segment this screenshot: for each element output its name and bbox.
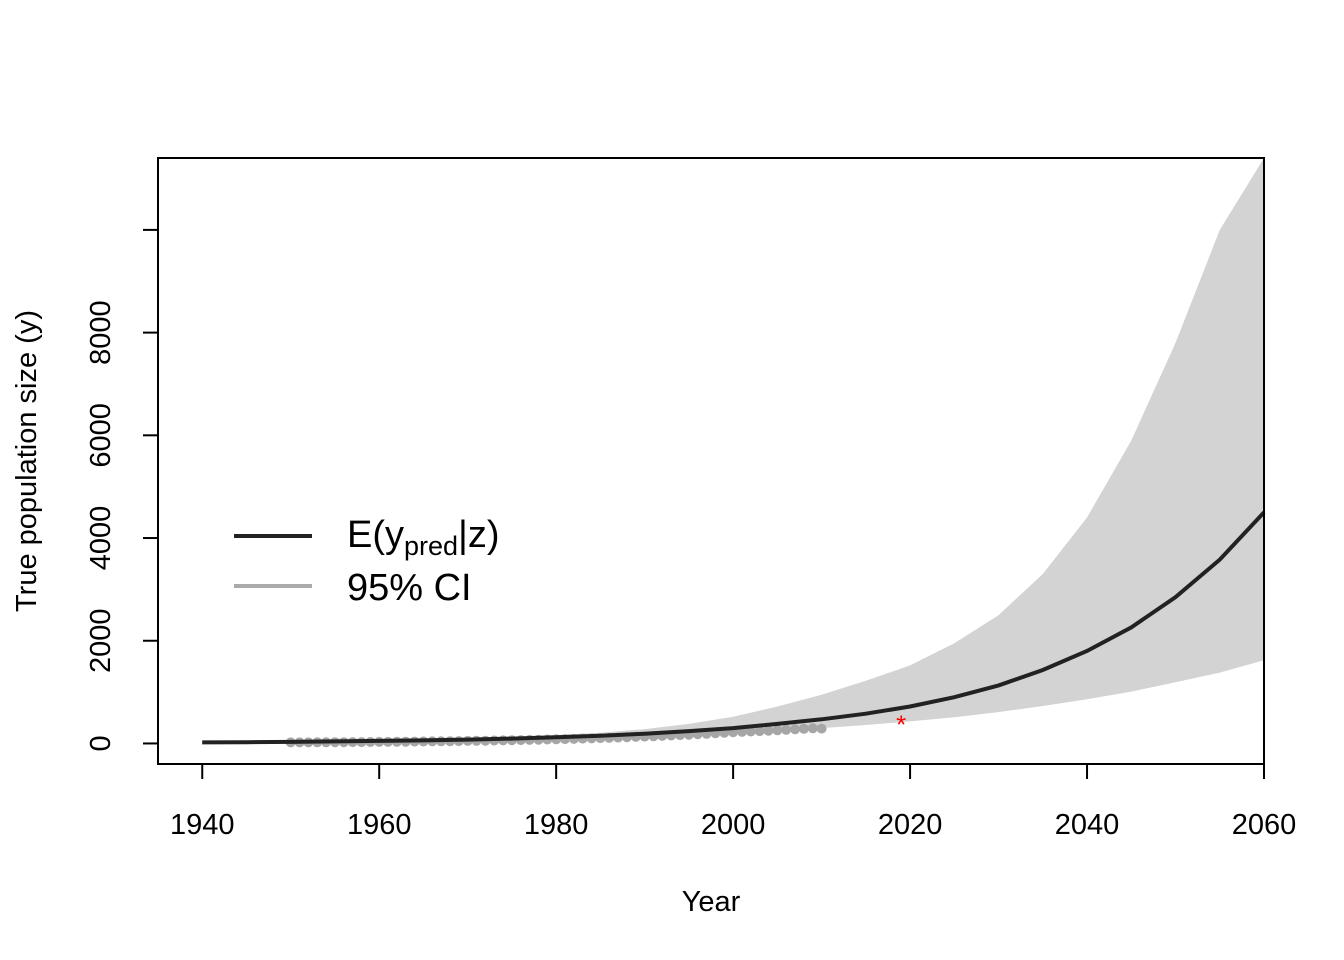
legend-label-mean-main: E(y — [347, 514, 404, 556]
y-axis: 0 2000 4000 6000 8000 — [85, 228, 159, 752]
mean-line — [202, 511, 1266, 745]
x-tick-label: 1980 — [524, 809, 589, 841]
x-tick-label: 2000 — [701, 809, 766, 841]
y-tick-label: 4000 — [85, 506, 117, 571]
observed-point — [772, 725, 783, 736]
observed-point — [763, 725, 774, 736]
x-tick-label: 1940 — [170, 809, 235, 841]
mean-line-layer — [202, 511, 1266, 745]
x-tick-label: 1960 — [347, 809, 412, 841]
observed-point — [807, 723, 818, 734]
x-axis: 1940 1960 1980 2000 2020 2040 2060 — [170, 763, 1297, 841]
y-tick-label: 0 — [85, 735, 117, 751]
observed-point — [745, 726, 756, 737]
x-axis-title: Year — [682, 886, 741, 918]
observed-point — [781, 724, 792, 735]
legend: E(ypred|z) 95% CI — [234, 514, 500, 609]
observed-point — [790, 724, 801, 735]
observed-point — [754, 726, 765, 737]
marker-star: * — [896, 709, 906, 739]
marker-layer: * — [896, 709, 906, 739]
ci-band — [202, 158, 1265, 743]
legend-label-mean: E(ypred|z) — [347, 514, 500, 561]
observed-point — [798, 723, 809, 734]
y-tick-label: 6000 — [85, 403, 117, 468]
x-tick-label: 2040 — [1055, 809, 1120, 841]
y-axis-title: True population size (y) — [11, 310, 43, 612]
observed-point — [816, 723, 827, 734]
legend-label-ci: 95% CI — [347, 567, 472, 609]
legend-label-mean-tail: |z) — [458, 514, 500, 556]
y-tick-label: 8000 — [85, 300, 117, 365]
y-tick-label: 2000 — [85, 608, 117, 673]
x-tick-label: 2020 — [878, 809, 943, 841]
x-tick-label: 2060 — [1232, 809, 1297, 841]
legend-label-mean-sub: pred — [404, 531, 458, 561]
ci-band-layer — [202, 158, 1265, 743]
